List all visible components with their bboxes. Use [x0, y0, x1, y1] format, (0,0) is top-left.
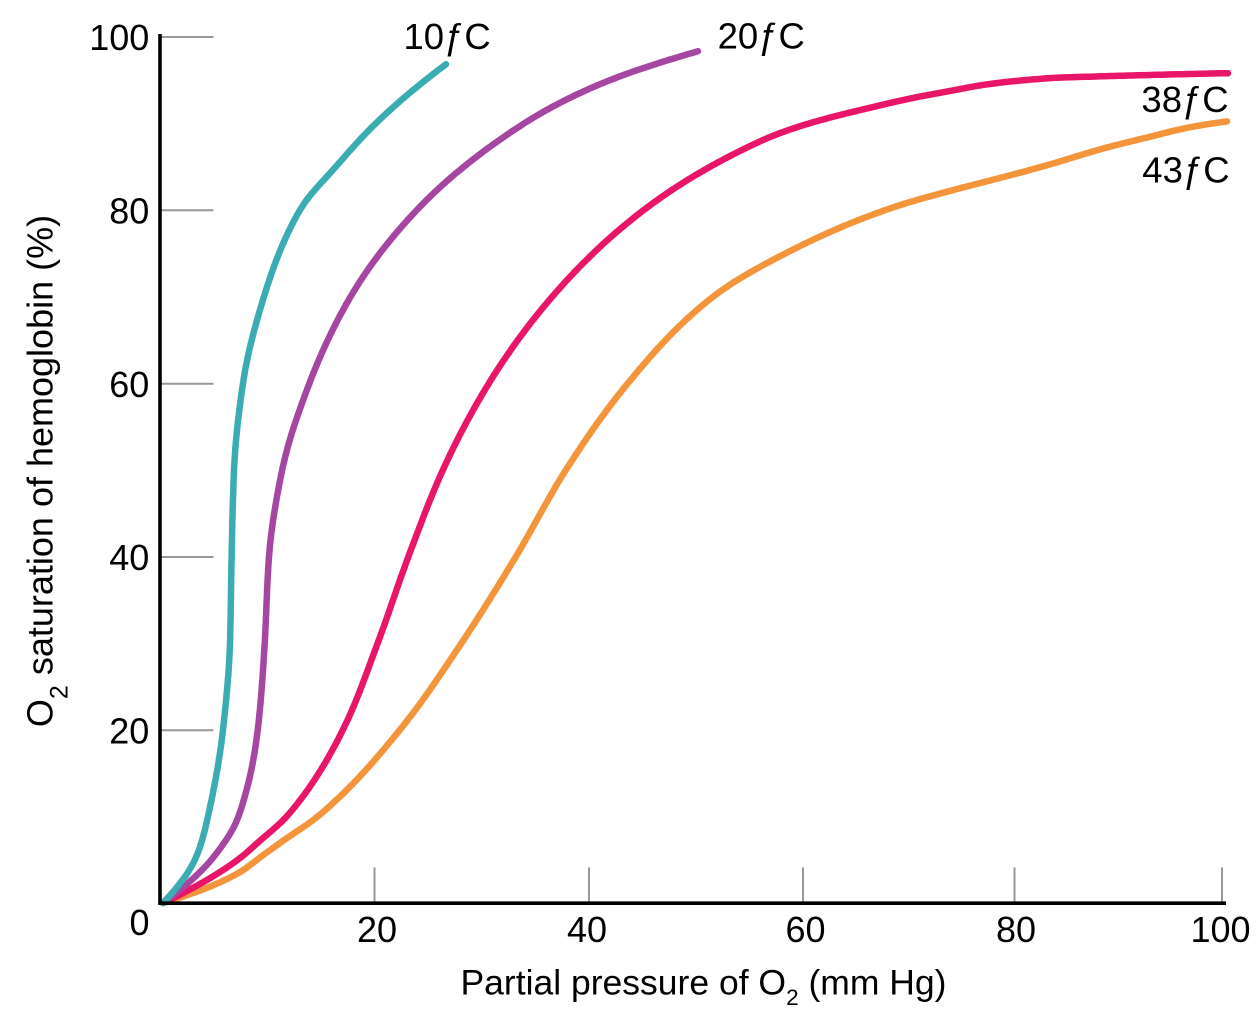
svg-text:100: 100 — [89, 17, 149, 58]
svg-text:40: 40 — [109, 537, 149, 578]
svg-text:20: 20 — [357, 909, 397, 950]
svg-text:38ƒC: 38ƒC — [1141, 79, 1228, 120]
svg-text:100: 100 — [1190, 909, 1250, 950]
svg-text:60: 60 — [109, 364, 149, 405]
svg-text:40: 40 — [567, 909, 607, 950]
svg-text:10ƒC: 10ƒC — [404, 16, 491, 57]
svg-text:60: 60 — [785, 909, 825, 950]
svg-text:80: 80 — [109, 190, 149, 231]
svg-text:20: 20 — [109, 710, 149, 751]
svg-text:20ƒC: 20ƒC — [718, 16, 805, 57]
svg-text:80: 80 — [996, 909, 1036, 950]
svg-text:43ƒC: 43ƒC — [1142, 150, 1229, 191]
svg-text:Partial pressure of O2 (mm Hg): Partial pressure of O2 (mm Hg) — [461, 963, 947, 1011]
svg-text:0: 0 — [129, 902, 149, 943]
